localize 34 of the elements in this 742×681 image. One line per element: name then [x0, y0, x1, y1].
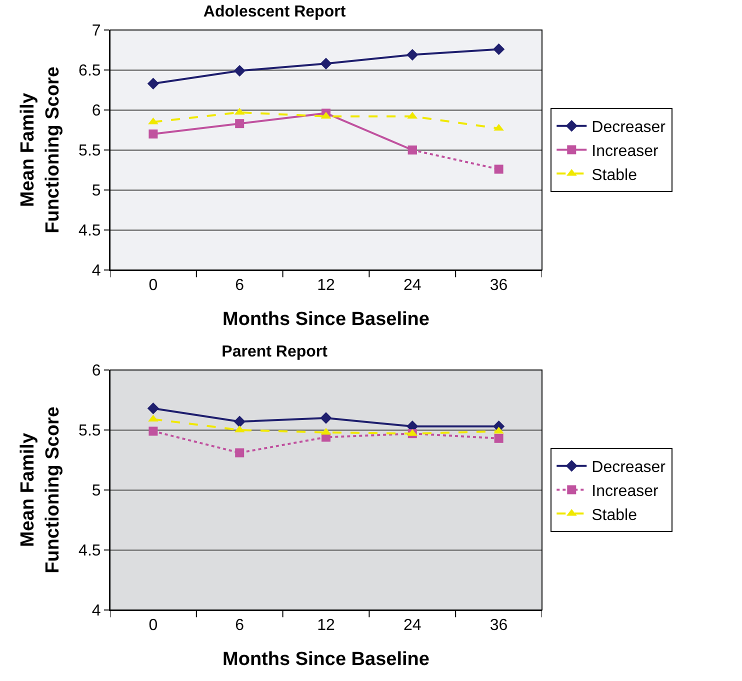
y-axis-title: Mean Family Functioning Score — [18, 66, 64, 234]
y-tick-label: 5.5 — [78, 422, 101, 440]
legend-label: Stable — [592, 506, 638, 524]
x-tick-label: 36 — [490, 277, 508, 294]
y-axis-title: Mean Family Functioning Score — [18, 406, 64, 574]
y-tick-label: 6 — [92, 102, 101, 120]
legend-label: Decreaser — [592, 459, 666, 476]
x-tick-label: 24 — [404, 617, 422, 634]
legend-label: Decreaser — [592, 119, 666, 136]
legend-label: Increaser — [592, 482, 660, 500]
x-axis-title: Months Since Baseline — [222, 649, 430, 670]
y-tick-label: 5.5 — [78, 142, 101, 160]
x-axis-title: Months Since Baseline — [222, 309, 430, 330]
y-tick-label: 7 — [92, 22, 101, 40]
legend-label: Increaser — [592, 142, 660, 160]
y-tick-label: 4.5 — [78, 222, 101, 240]
y-tick-label: 4 — [92, 262, 101, 280]
y-tick-label: 5 — [92, 182, 101, 200]
x-tick-label: 36 — [490, 617, 508, 634]
x-tick-label: 6 — [235, 277, 244, 294]
y-tick-label: 5 — [92, 482, 101, 500]
legend-label: Stable — [592, 166, 638, 184]
chart-title: Adolescent Report — [203, 3, 346, 20]
x-tick-label: 0 — [148, 617, 158, 634]
y-tick-label: 4 — [92, 602, 101, 620]
x-tick-label: 12 — [317, 617, 335, 634]
chart-title: Parent Report — [222, 343, 328, 360]
x-tick-label: 0 — [148, 277, 158, 294]
y-tick-label: 6 — [92, 362, 101, 380]
y-tick-label: 4.5 — [78, 542, 101, 560]
x-tick-label: 12 — [317, 277, 335, 294]
y-tick-label: 6.5 — [78, 62, 101, 80]
x-tick-label: 6 — [235, 617, 244, 634]
x-tick-label: 24 — [404, 277, 422, 294]
